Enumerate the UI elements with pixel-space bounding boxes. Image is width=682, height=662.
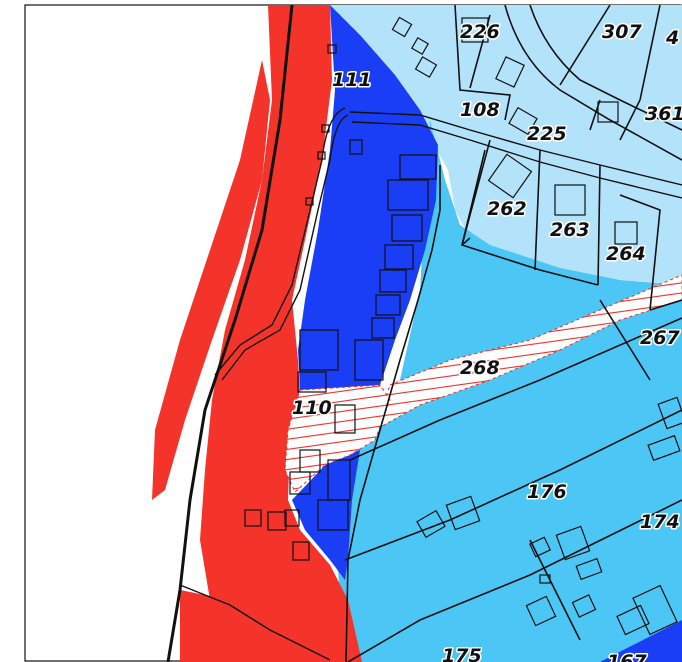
hatched-zone-east — [374, 274, 682, 432]
parcel-label-268: 268 — [460, 357, 500, 379]
parcel-label-307: 307 — [602, 21, 642, 43]
parcel-label-4: 4 — [665, 27, 679, 49]
upper-road-2 — [351, 121, 682, 199]
parcel-label-111: 111 — [332, 69, 372, 91]
parcel-label-167: 167 — [607, 651, 647, 662]
parcel-label-108: 108 — [460, 99, 500, 121]
service-road — [221, 114, 349, 381]
service-road-2 — [214, 107, 346, 376]
parcel-label-267: 267 — [640, 327, 680, 349]
parcel-label-262: 262 — [487, 198, 527, 220]
hatched-zone-west — [284, 384, 391, 493]
light-blue-zone — [330, 5, 682, 285]
parcel-label-175: 175 — [442, 645, 482, 662]
parcel-boundaries — [344, 5, 682, 662]
upper-road — [349, 111, 682, 186]
buildings — [244, 16, 682, 636]
parcel-label-225: 225 — [527, 123, 567, 145]
parcel-label-361: 361 — [645, 103, 682, 125]
parcel-labels: 226 307 4 111 108 225 361 262 263 264 26… — [291, 20, 682, 662]
parcel-label-263: 263 — [550, 219, 590, 241]
parcel-label-226: 226 — [460, 21, 500, 43]
red-zone-sliver — [152, 60, 270, 500]
main-road-line — [166, 5, 294, 662]
parcel-label-176: 176 — [527, 481, 567, 503]
medium-blue-zone — [335, 120, 682, 662]
dark-blue-zone-corner — [600, 620, 682, 662]
parcel-label-110: 110 — [292, 397, 332, 419]
dark-blue-zone — [298, 5, 438, 390]
parcel-label-174: 174 — [640, 511, 680, 533]
dark-blue-zone-lower — [292, 450, 360, 580]
lower-road — [179, 584, 331, 661]
red-zone-bottom — [180, 590, 320, 662]
parcel-label-264: 264 — [606, 243, 646, 265]
